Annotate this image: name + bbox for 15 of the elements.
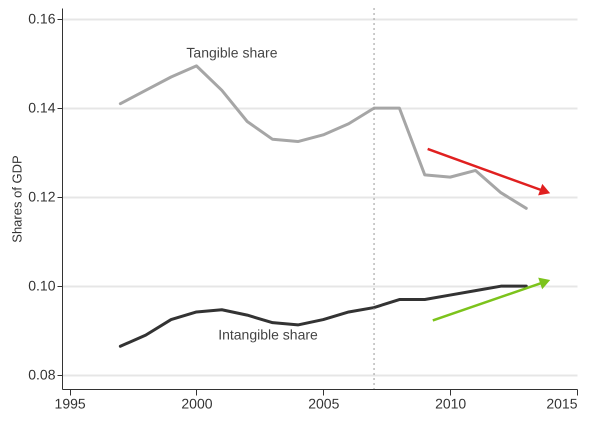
series-label: Tangible share: [186, 44, 278, 61]
y-tick-label: 0.10: [28, 278, 56, 294]
x-tick-label: 2005: [308, 396, 340, 412]
x-tick-label: 2010: [435, 396, 466, 412]
x-tick-label: 1995: [54, 396, 86, 412]
line-series: [118, 284, 528, 348]
x-tick-label: 2000: [181, 396, 213, 412]
x-tick-label: 2015: [546, 396, 578, 412]
y-tick-label: 0.16: [28, 10, 56, 27]
y-axis-title: Shares of GDP: [9, 155, 24, 243]
line-series: [118, 64, 528, 210]
y-tick-label: 0.12: [28, 188, 56, 205]
y-tick-label: 0.08: [28, 366, 56, 383]
series-label: Intangible share: [218, 326, 318, 343]
y-tick-label: 0.14: [28, 100, 56, 116]
